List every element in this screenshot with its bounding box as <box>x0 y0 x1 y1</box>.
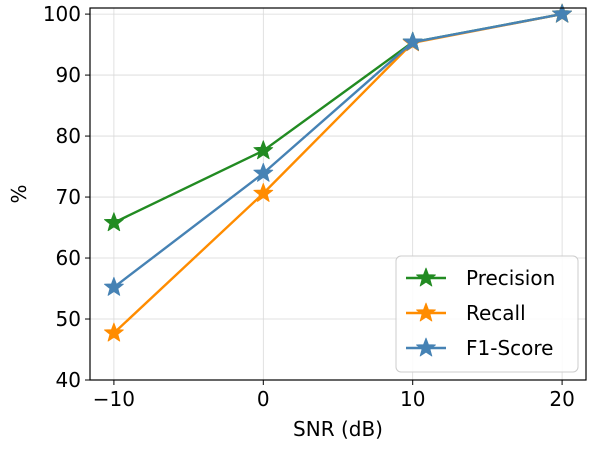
data-point-precision <box>103 212 124 232</box>
legend-marker-recall <box>416 302 436 322</box>
legend-label-recall: Recall <box>466 301 526 325</box>
data-point-f1-score <box>103 276 124 296</box>
y-tick-label: 100 <box>43 2 81 26</box>
legend-label-f1-score: F1-Score <box>466 336 553 360</box>
legend-marker-precision <box>416 267 436 287</box>
y-tick-label: 40 <box>56 368 81 392</box>
data-point-f1-score <box>402 31 423 51</box>
series-line-f1-score <box>113 12 563 289</box>
x-tick-label: 10 <box>400 387 425 411</box>
x-axis-label: SNR (dB) <box>293 417 383 441</box>
x-tick-label: 20 <box>549 387 574 411</box>
y-tick-label: 50 <box>56 307 81 331</box>
legend-label-precision: Precision <box>466 266 555 290</box>
series-f1-score <box>103 3 573 296</box>
y-tick-label: 80 <box>56 124 81 148</box>
legend: Precision Recall F1-Score <box>395 255 579 373</box>
data-point-f1-score <box>552 3 573 23</box>
y-tick-label: 90 <box>56 63 81 87</box>
legend-item-recall: Recall <box>406 301 526 325</box>
legend-item-f1-score: F1-Score <box>406 336 553 360</box>
x-tick-label: −10 <box>93 387 135 411</box>
data-point-recall <box>253 182 274 202</box>
data-point-precision <box>253 140 274 160</box>
data-point-recall <box>103 322 124 342</box>
legend-box <box>395 255 579 373</box>
legend-marker-f1-score <box>416 337 436 357</box>
series-group <box>103 3 573 342</box>
data-point-f1-score <box>253 162 274 182</box>
x-tick-label: 0 <box>257 387 270 411</box>
plot-frame <box>89 7 587 381</box>
y-tick-label: 70 <box>56 185 81 209</box>
y-tick-label: 60 <box>56 246 81 270</box>
ticks: −10 0 10 20 40 50 60 70 80 90 100 <box>43 2 575 411</box>
legend-item-precision: Precision <box>406 266 555 290</box>
y-axis-label: % <box>7 184 31 203</box>
